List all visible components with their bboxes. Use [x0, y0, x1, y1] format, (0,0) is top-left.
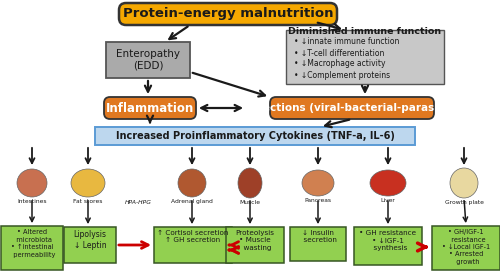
- Bar: [290, 227, 346, 261]
- Bar: [286, 30, 444, 84]
- Text: • ↓Complement proteins: • ↓Complement proteins: [294, 70, 390, 79]
- Text: Growth plate: Growth plate: [444, 200, 484, 205]
- Text: Liver: Liver: [380, 198, 396, 203]
- FancyBboxPatch shape: [119, 3, 337, 25]
- Bar: [154, 227, 232, 263]
- Text: Lipolysis
↓ Leptin: Lipolysis ↓ Leptin: [74, 230, 106, 250]
- Bar: [106, 42, 190, 78]
- FancyBboxPatch shape: [104, 97, 196, 119]
- Text: Proteolysis
• Muscle
  wasting: Proteolysis • Muscle wasting: [236, 230, 275, 251]
- Text: Protein-energy malnutrition: Protein-energy malnutrition: [123, 7, 333, 21]
- Bar: [432, 226, 500, 270]
- Ellipse shape: [17, 169, 47, 197]
- Ellipse shape: [302, 170, 334, 196]
- Bar: [95, 127, 415, 145]
- Bar: [354, 227, 422, 265]
- Text: • ↓T-cell differentiation: • ↓T-cell differentiation: [294, 48, 384, 58]
- Ellipse shape: [178, 169, 206, 197]
- Text: • GH/IGF-1
  resistance
• ↓Local IGF-1
• Arrested
  growth: • GH/IGF-1 resistance • ↓Local IGF-1 • A…: [442, 229, 490, 265]
- Text: Increased Proinflammatory Cytokines (TNF-a, IL-6): Increased Proinflammatory Cytokines (TNF…: [116, 131, 394, 141]
- Text: Muscle: Muscle: [240, 200, 260, 205]
- Text: • ↓innate immune function: • ↓innate immune function: [294, 38, 400, 47]
- Text: Pancreas: Pancreas: [304, 198, 332, 203]
- Text: Inflammation: Inflammation: [106, 101, 194, 115]
- Text: • ↓Macrophage activity: • ↓Macrophage activity: [294, 59, 386, 68]
- Ellipse shape: [370, 170, 406, 196]
- Text: Infections (viral-bacterial-parasitic): Infections (viral-bacterial-parasitic): [247, 103, 457, 113]
- Text: • Altered
  microbiota
• ↑intestinal
  permeability: • Altered microbiota • ↑intestinal perme…: [9, 229, 55, 258]
- Bar: [64, 227, 116, 263]
- Text: Adrenal gland: Adrenal gland: [171, 199, 213, 204]
- Ellipse shape: [71, 169, 105, 197]
- Text: Intestines: Intestines: [17, 199, 47, 204]
- Ellipse shape: [450, 168, 478, 198]
- Text: • GH resistance
• ↓IGF-1
  synthesis: • GH resistance • ↓IGF-1 synthesis: [360, 230, 416, 251]
- Bar: [1, 226, 63, 270]
- Text: ↓ Insulin
  secretion: ↓ Insulin secretion: [299, 230, 337, 244]
- Text: ↑ Cortisol secretion
↑ GH secretion: ↑ Cortisol secretion ↑ GH secretion: [158, 230, 228, 244]
- Bar: [226, 227, 284, 263]
- Text: Fat stores: Fat stores: [74, 199, 102, 204]
- Text: Diminished immune function: Diminished immune function: [288, 27, 442, 36]
- Text: HPA-HPG: HPA-HPG: [124, 200, 152, 205]
- FancyBboxPatch shape: [270, 97, 434, 119]
- Ellipse shape: [238, 168, 262, 198]
- Text: Enteropathy
(EDD): Enteropathy (EDD): [116, 49, 180, 71]
